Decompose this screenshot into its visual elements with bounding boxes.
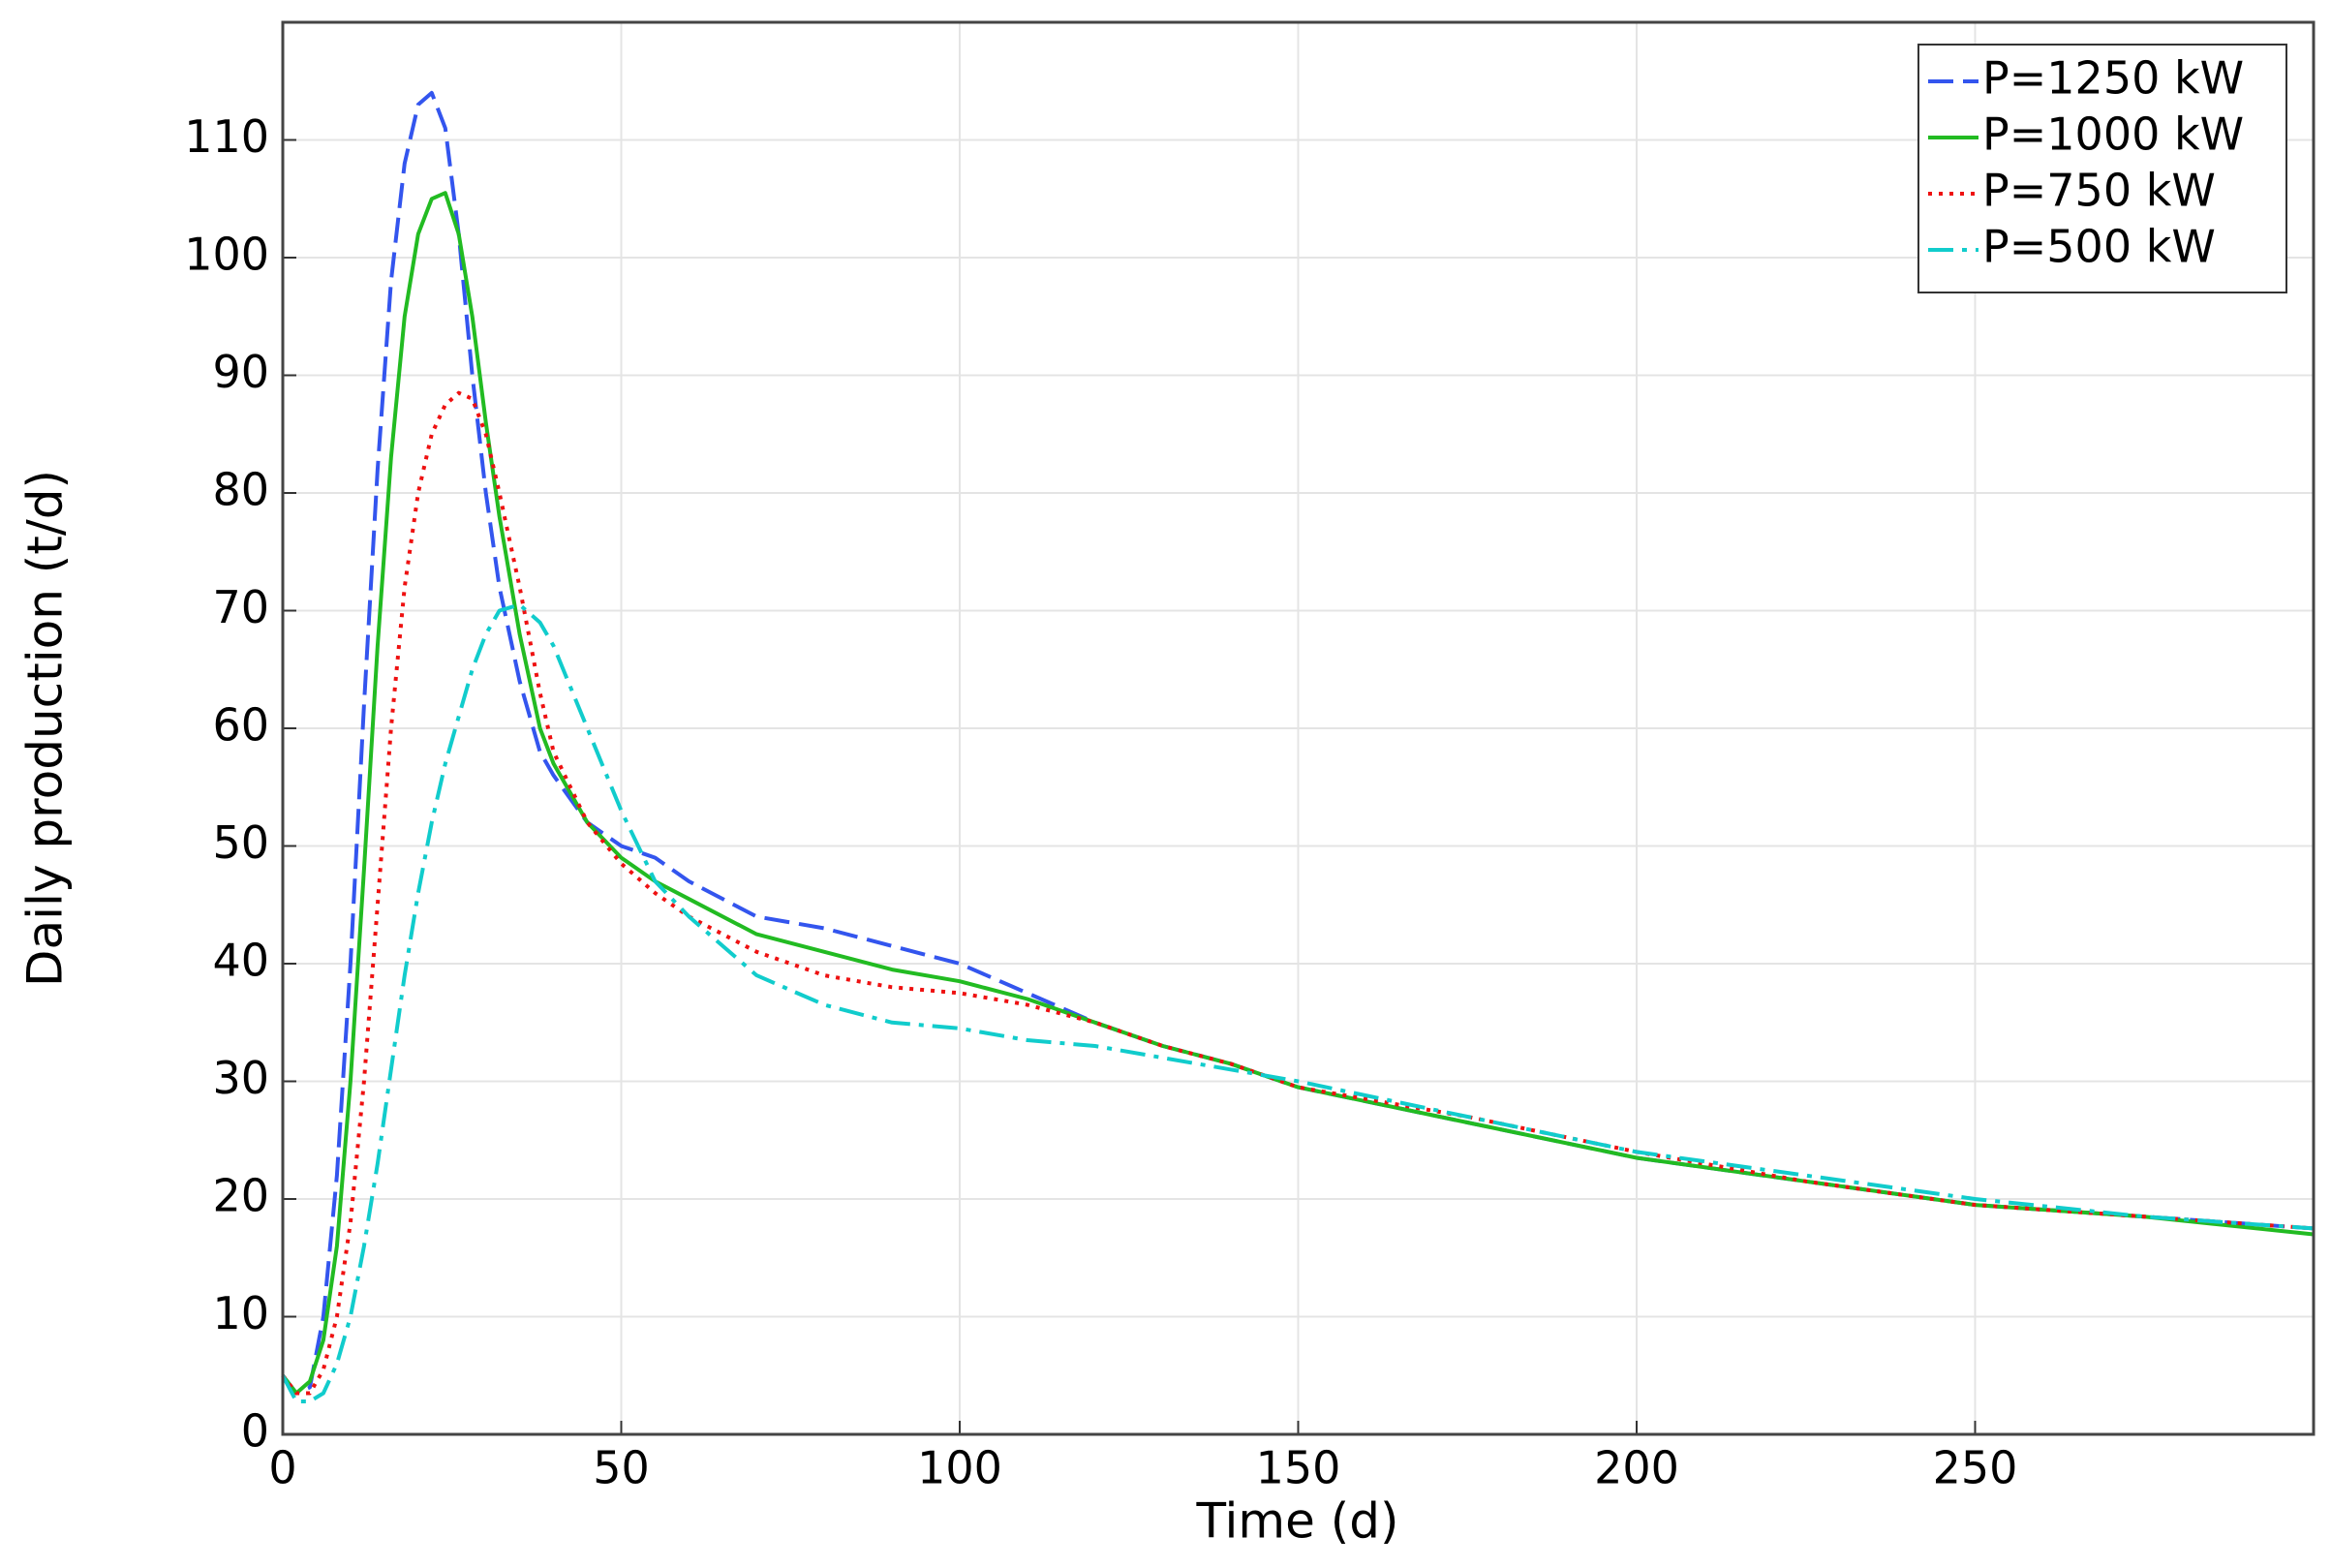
y-tick-label: 30 [212, 1052, 269, 1104]
y-tick-label: 90 [212, 346, 269, 398]
legend-box [1917, 44, 2287, 293]
legend-label: P=1250 kW [1982, 52, 2244, 105]
x-tick-label: 200 [1594, 1442, 1679, 1494]
x-tick-label: 150 [1256, 1442, 1341, 1494]
x-tick-label: 50 [593, 1442, 650, 1494]
y-tick-label: 110 [184, 110, 269, 163]
y-tick-label: 20 [212, 1170, 269, 1222]
y-tick-label: 0 [241, 1405, 269, 1458]
y-axis-label: Daily production (t/d) [17, 470, 74, 987]
plot-frame [281, 20, 2316, 1436]
x-tick-label: 250 [1933, 1442, 2018, 1494]
series-line [281, 191, 2315, 1396]
y-tick-label: 40 [212, 935, 269, 987]
y-tick-label: 10 [212, 1287, 269, 1339]
legend-label: P=750 kW [1982, 165, 2216, 217]
series-line [281, 602, 2315, 1403]
y-tick-label: 100 [184, 229, 269, 281]
x-tick-label: 100 [917, 1442, 1002, 1494]
x-axis-label: Time (d) [1195, 1493, 1398, 1550]
y-tick-label: 70 [212, 581, 269, 633]
y-tick-label: 80 [212, 464, 269, 516]
legend-label: P=500 kW [1982, 221, 2216, 273]
x-tick-label: 0 [268, 1442, 296, 1494]
legend-label: P=1000 kW [1982, 108, 2244, 161]
y-tick-label: 60 [212, 699, 269, 752]
y-tick-label: 50 [212, 816, 269, 869]
